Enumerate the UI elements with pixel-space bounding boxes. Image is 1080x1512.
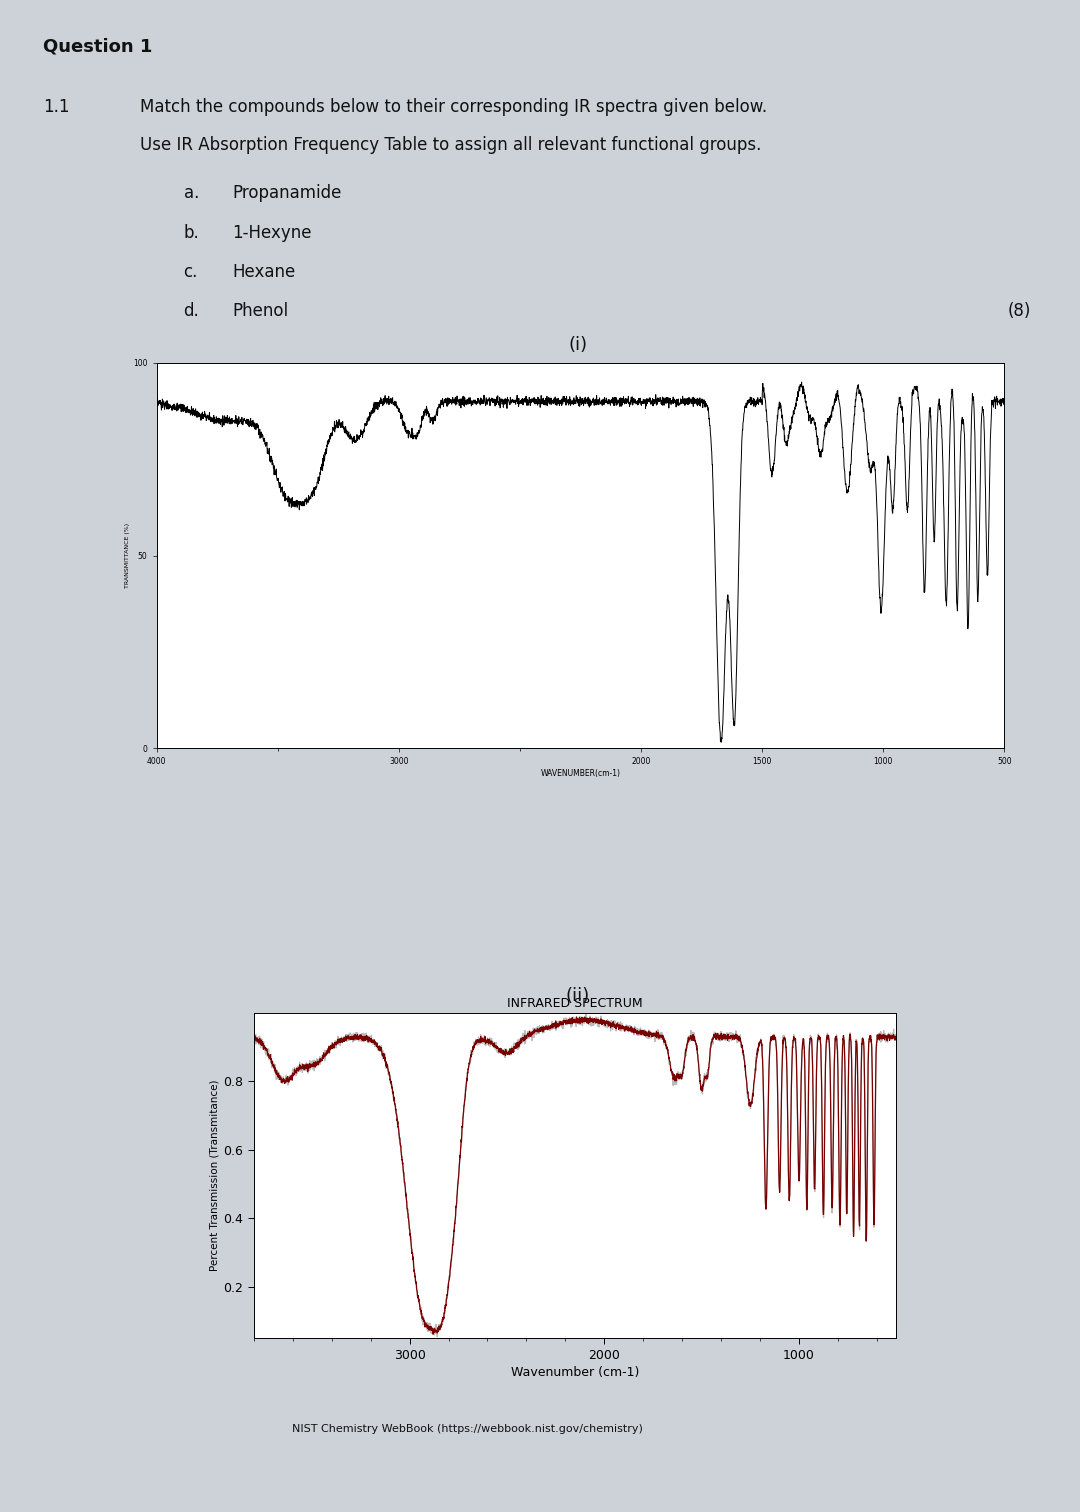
Text: (i): (i) bbox=[568, 336, 588, 354]
Title: INFRARED SPECTRUM: INFRARED SPECTRUM bbox=[508, 998, 643, 1010]
Text: (ii): (ii) bbox=[566, 987, 590, 1005]
Text: NIST Chemistry WebBook (https://webbook.nist.gov/chemistry): NIST Chemistry WebBook (https://webbook.… bbox=[292, 1424, 643, 1435]
Text: Question 1: Question 1 bbox=[43, 38, 152, 56]
Text: a.: a. bbox=[184, 184, 199, 203]
Text: c.: c. bbox=[184, 263, 198, 281]
Text: Use IR Absorption Frequency Table to assign all relevant functional groups.: Use IR Absorption Frequency Table to ass… bbox=[140, 136, 761, 154]
Text: Phenol: Phenol bbox=[232, 302, 288, 321]
Text: Hexane: Hexane bbox=[232, 263, 296, 281]
Text: d.: d. bbox=[184, 302, 200, 321]
X-axis label: Wavenumber (cm-1): Wavenumber (cm-1) bbox=[511, 1365, 639, 1379]
X-axis label: WAVENUMBER(cm-1): WAVENUMBER(cm-1) bbox=[540, 770, 621, 779]
Text: (8): (8) bbox=[1008, 302, 1031, 321]
Text: Match the compounds below to their corresponding IR spectra given below.: Match the compounds below to their corre… bbox=[140, 98, 768, 116]
Text: b.: b. bbox=[184, 224, 200, 242]
Text: 1.1: 1.1 bbox=[43, 98, 70, 116]
Y-axis label: Percent Transmission (Transmitance): Percent Transmission (Transmitance) bbox=[210, 1080, 219, 1272]
Y-axis label: TRANSMITTANCE (%): TRANSMITTANCE (%) bbox=[125, 523, 131, 588]
Text: 1-Hexyne: 1-Hexyne bbox=[232, 224, 312, 242]
Text: Propanamide: Propanamide bbox=[232, 184, 341, 203]
